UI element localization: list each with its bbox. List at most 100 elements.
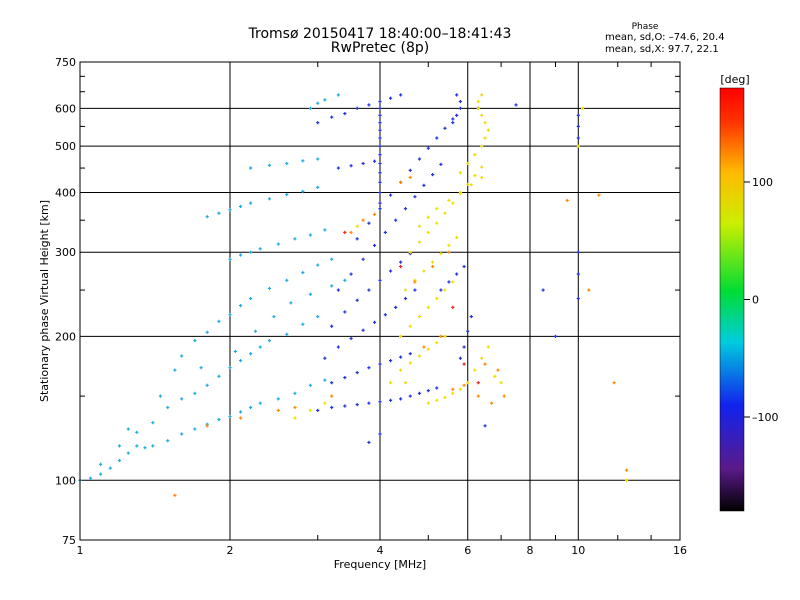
data-point (451, 201, 455, 205)
data-point (451, 280, 455, 284)
data-point (228, 414, 232, 419)
data-point (330, 284, 334, 288)
data-point (430, 173, 435, 177)
data-point (180, 397, 184, 401)
data-point (502, 394, 506, 398)
data-point (443, 288, 447, 292)
data-point (249, 296, 253, 301)
data-point (349, 230, 353, 235)
data-point (316, 315, 320, 319)
data-point (308, 408, 313, 413)
data-point (267, 197, 272, 201)
data-point (483, 362, 487, 366)
data-point (180, 354, 184, 358)
y-tick-label: 400 (55, 186, 76, 199)
y-tick-label: 750 (55, 56, 76, 69)
x-tick-label: 10 (571, 544, 585, 557)
x-axis-label: Frequency [MHz] (334, 558, 426, 571)
data-point (462, 383, 466, 387)
data-point (238, 204, 243, 209)
data-point (349, 272, 353, 276)
data-point (238, 253, 243, 257)
data-point (293, 405, 297, 410)
data-point (417, 240, 422, 244)
data-point (173, 368, 177, 372)
y-axis-label: Stationary phase Virtual Height [km] (38, 200, 51, 402)
data-point (483, 136, 487, 140)
data-point (301, 270, 305, 275)
data-point (258, 247, 262, 251)
data-point (439, 162, 443, 166)
data-point (473, 153, 477, 157)
data-point (267, 286, 272, 291)
data-point (426, 305, 430, 309)
data-point (355, 224, 359, 228)
data-point (426, 389, 430, 393)
data-point (355, 237, 359, 241)
data-point (443, 395, 447, 400)
data-point (486, 345, 490, 349)
data-point (367, 401, 371, 405)
data-point (308, 106, 313, 110)
data-point (378, 362, 382, 366)
data-point (483, 424, 487, 428)
data-point (451, 121, 455, 125)
phase-stats-o: mean, sd,O: –74.6, 20.4 (605, 32, 725, 43)
data-point (435, 398, 439, 402)
data-point (394, 305, 398, 309)
data-point (367, 103, 371, 107)
y-tick-label: 300 (55, 246, 76, 259)
data-point (217, 417, 221, 422)
data-point (413, 280, 417, 284)
data-point (447, 243, 451, 248)
data-point (399, 397, 403, 401)
data-point (451, 391, 455, 395)
data-point (399, 93, 403, 97)
data-point (349, 336, 353, 341)
x-tick-label: 2 (227, 544, 234, 557)
data-point (330, 257, 334, 261)
data-point (439, 252, 443, 256)
data-point (378, 153, 382, 157)
data-point (355, 298, 359, 302)
data-point (285, 278, 289, 282)
data-point (422, 345, 426, 349)
colorbar-tick-label: 100 (752, 176, 773, 189)
data-point (293, 416, 297, 420)
data-point (624, 468, 629, 472)
data-point (466, 381, 470, 385)
data-point (462, 362, 466, 366)
y-tick-label: 200 (55, 330, 76, 343)
colorbar-tick-label: 0 (752, 294, 759, 307)
data-point (378, 278, 382, 282)
data-point (285, 192, 289, 197)
data-point (330, 115, 334, 119)
data-point (413, 195, 417, 199)
x-tick-label: 16 (673, 544, 687, 557)
data-point (323, 98, 327, 102)
data-point (417, 391, 422, 395)
data-point (336, 288, 340, 292)
data-point (473, 368, 477, 372)
data-point (193, 391, 197, 395)
data-point (330, 394, 334, 398)
data-point (343, 375, 347, 380)
data-point (108, 466, 112, 470)
data-point (289, 301, 293, 305)
data-point (258, 345, 262, 349)
data-point (99, 472, 103, 476)
data-point (180, 432, 184, 436)
data-point (580, 106, 585, 110)
data-point (451, 305, 455, 309)
data-point (228, 208, 232, 212)
data-point (267, 163, 272, 167)
data-point (426, 347, 430, 351)
tick-labels-layer: 1 2 4 6 8 10 16 75 100 200 300 400 500 600 750 (55, 56, 687, 557)
data-point (173, 493, 177, 497)
data-point (565, 198, 569, 203)
data-point (417, 315, 422, 319)
data-point (249, 352, 253, 356)
data-point (455, 113, 459, 117)
data-point (336, 345, 340, 349)
data-point (383, 230, 387, 235)
